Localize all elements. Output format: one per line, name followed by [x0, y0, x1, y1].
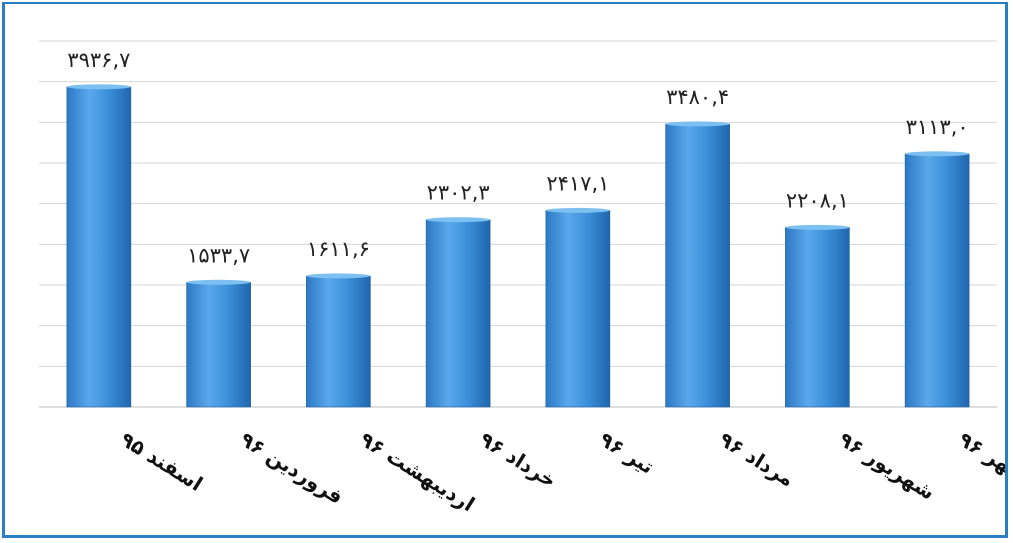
bars: [66, 84, 970, 408]
category-label: اسفند ۹۵: [116, 427, 207, 496]
bar-body: [665, 123, 730, 408]
bar-body: [306, 275, 371, 408]
bar: [425, 217, 491, 408]
bar: [66, 84, 132, 408]
data-label: ۳۹۳۶,۷: [67, 48, 130, 72]
bar-body: [785, 227, 850, 408]
header-strip: [0, 0, 1013, 14]
bar-top: [665, 121, 730, 127]
category-label: مهر ۹۶: [954, 427, 1005, 484]
bar-top: [66, 84, 131, 90]
bar-top: [426, 217, 491, 223]
bar-body: [66, 86, 132, 408]
bar-body: [425, 219, 491, 408]
data-label: ۳۱۱۳,۰: [906, 115, 969, 139]
data-label: ۲۳۰۲,۳: [427, 181, 490, 205]
bar: [545, 207, 611, 408]
bar-top: [306, 273, 371, 279]
category-label: شهریور ۹۶: [835, 427, 940, 505]
bar-body: [545, 210, 611, 408]
data-label: ۲۴۱۷,۱: [546, 171, 609, 195]
data-label: ۱۶۱۱,۶: [307, 237, 370, 261]
bar-top: [785, 224, 850, 230]
bar-top: [186, 279, 251, 285]
category-label: اردیبهشت ۹۶: [356, 427, 479, 516]
bar: [904, 151, 970, 408]
bar-chart: ۳۹۳۶,۷ ۱۵۳۳,۷ ۱۶۱۱,۶ ۲۳۰۲,۳ ۲۴۱۷,۱ ۳۴۸۰,۴ ۲۲۰۸…: [39, 40, 1005, 516]
category-label: مرداد ۹۶: [715, 427, 799, 492]
data-label: ۲۲۰۸,۱: [786, 188, 849, 212]
gridlines: [39, 40, 997, 408]
category-label: تیر ۹۶: [595, 427, 658, 479]
category-label: فروردین ۹۶: [236, 427, 348, 509]
bar: [306, 273, 371, 408]
bar-top: [905, 151, 970, 157]
bar: [665, 121, 730, 408]
bar: [186, 279, 251, 408]
category-label: خرداد ۹۶: [475, 427, 560, 493]
bar: [785, 224, 850, 408]
bar-top: [545, 207, 610, 213]
data-label: ۱۵۳۳,۷: [187, 243, 250, 267]
bar-body: [186, 281, 251, 408]
data-label: ۳۴۸۰,۴: [666, 85, 729, 109]
data-labels: ۳۹۳۶,۷ ۱۵۳۳,۷ ۱۶۱۱,۶ ۲۳۰۲,۳ ۲۴۱۷,۱ ۳۴۸۰,۴ ۲۲۰۸…: [67, 48, 968, 267]
bar-body: [904, 153, 970, 408]
header-decoration: [0, 1, 1013, 14]
